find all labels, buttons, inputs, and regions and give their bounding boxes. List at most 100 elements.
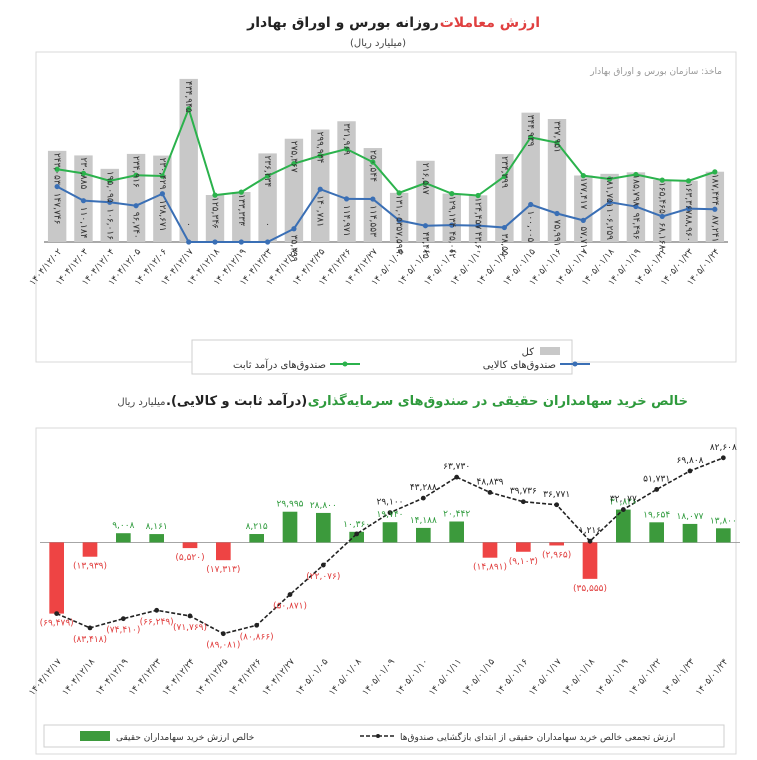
chart1-point-commodity [501, 224, 507, 231]
chart1-total-label: ۱۹۵,۰۹۵ [104, 171, 114, 203]
chart1-bar-total [442, 193, 461, 242]
chart1-total-label: ۱۲۵,۳۴۶ [210, 197, 220, 229]
chart1-point-commodity [317, 186, 323, 192]
chart1-point-fixed-income [396, 190, 402, 196]
chart1-point-commodity [186, 239, 192, 245]
chart2-bar-label: ۱۳,۸۰۰ [710, 516, 737, 526]
chart2-cumulative-label: (۲۲,۰۷۶) [306, 572, 340, 582]
legend-total-label: کل [522, 347, 535, 358]
chart2-bar-positive [382, 522, 398, 543]
chart2-bar-negative [549, 542, 564, 546]
legend-commodity-label: صندوق‌های کالایی [483, 360, 556, 371]
chart2-cumulative-label: (۶۶,۲۴۹) [140, 617, 174, 627]
chart1-point-fixed-income [685, 178, 692, 184]
chart2-bar-positive [682, 523, 698, 543]
chart2-x-tick: ۱۴۰۴/۱۲/۱۷ [27, 657, 64, 698]
legend-commodity-marker [572, 361, 578, 367]
chart2-cumulative-label: ۲۹,۱۰۰ [376, 498, 403, 508]
chart1-commodity-label: ۰ [183, 222, 193, 227]
chart1-commodity-label: ۹۴,۴۹۶ [630, 213, 640, 240]
chart2-cumulative-point [620, 507, 626, 512]
chart2-bar-positive [149, 534, 164, 543]
chart1-commodity-label: ۵۷,۵۹۹ [394, 226, 404, 253]
chart2-x-tick: ۱۴۰۴/۱۲/۱۸ [61, 657, 98, 698]
chart1-total-label: ۲۳۴,۳۹۹ [499, 156, 509, 188]
chart2-bar-label: (۶۹,۴۷۹) [40, 619, 74, 629]
chart1-line-fixed-income [56, 105, 716, 197]
chart1-point-fixed-income [475, 192, 481, 199]
chart2-bar-label: ۱۸,۰۷۷ [676, 512, 703, 522]
chart1-commodity-label: ۱۱۴,۹۷۱ [341, 205, 351, 237]
chart2-cumulative-line [54, 455, 726, 637]
chart1-point-fixed-income [107, 178, 113, 184]
chart1-total-label: ۲۵۰,۵۴۴ [367, 150, 377, 182]
chart2-bar-label: ۱۰,۳۶۰ [343, 520, 370, 530]
chart1-bar-total [363, 148, 383, 242]
chart1-commodity-label: ۳۵,۳۹۹ [288, 235, 298, 262]
chart2-cumulative-point [654, 487, 660, 492]
chart2-cumulative-label: ۳۲,۰۷۷ [610, 495, 637, 505]
chart1-point-fixed-income [133, 172, 139, 178]
chart1-point-fixed-income [449, 191, 455, 197]
chart1-bar-total [153, 155, 172, 242]
chart1-point-commodity [659, 213, 665, 220]
chart1-commodity-label: ۱۴۷,۷۴۶ [52, 193, 62, 225]
chart1-bar-total [495, 154, 514, 242]
chart2-bars [40, 509, 740, 614]
chart2-bar-positive [449, 521, 464, 543]
chart1-point-commodity [712, 206, 718, 212]
chart1-legend [191, 339, 573, 375]
chart2-bar-label: ۳۰,۸۲۶ [610, 498, 637, 508]
chart2-x-tick: ۱۴۰۵/۰۱/۱۹ [594, 657, 631, 698]
chart2-x-tick: ۱۴۰۴/۱۲/۲۷ [261, 657, 298, 698]
chart2-cumulative-label: ۴۸,۸۳۹ [476, 477, 503, 487]
chart1-point-commodity [133, 203, 139, 209]
chart2-x-tick: ۱۴۰۵/۰۱/۱۶ [494, 657, 531, 698]
chart1-total-label: ۲۳۴,۹۱۶ [131, 156, 141, 188]
chart1-point-fixed-income [265, 173, 271, 179]
chart1-title: ارزش معاملات روزانه بورس و اوراق بهادار [246, 15, 540, 31]
chart2-bar-label: (۹,۱۰۳) [509, 557, 538, 567]
chart1-point-fixed-income [80, 170, 87, 176]
chart1-bar-total [232, 192, 251, 242]
chart2-cumulative-label: ۸۲,۶۰۸ [710, 443, 737, 453]
chart2-x-tick: ۱۴۰۵/۰۱/۱۵ [461, 657, 498, 698]
chart1-commodity-label: ۷۵,۹۹۱ [552, 220, 562, 247]
chart1-point-commodity [54, 183, 60, 190]
chart1-bar-total [284, 138, 304, 242]
chart1-bars [44, 78, 728, 243]
chart1-total-label: ۱۸۱,۷۵۱ [604, 176, 614, 208]
chart2-bar-negative [49, 542, 64, 614]
chart2-x-tick: ۱۴۰۴/۱۲/۱۹ [94, 657, 131, 698]
chart1-commodity-label: ۴۵,۰۱۲ [446, 231, 456, 258]
chart1-commodity-label: ۴۳,۶۰۰ [473, 232, 483, 259]
chart2-x-tick: ۱۴۰۴/۱۲/۲۳ [127, 657, 164, 698]
chart2-bar-positive [349, 531, 364, 543]
chart2-x-tick: ۱۴۰۵/۰۱/۱۱ [427, 657, 463, 698]
chart1-point-fixed-income [554, 140, 560, 146]
chart1-point-fixed-income [317, 153, 323, 159]
chart1-lines [54, 105, 718, 245]
chart1-bar-total [258, 153, 277, 242]
chart1-commodity-label: ۱۴۰,۷۸۱ [315, 195, 325, 227]
chart1-bar-total [47, 150, 67, 242]
chart1-bar-total [574, 175, 593, 242]
chart2-bar-label: ۲۹,۹۹۵ [276, 500, 303, 510]
chart2-cumulative-label: ۶۹,۸۰۸ [676, 456, 703, 466]
chart2-x-tick: ۱۴۰۵/۰۱/۱۸ [561, 657, 598, 698]
chart2-bar-label: (۲,۹۶۵) [542, 550, 571, 560]
chart2-cumulative-label: (۷۴,۴۱۰) [106, 626, 140, 636]
chart1-commodity-label: ۱۲۸,۶۷۱ [157, 200, 167, 232]
chart1-total-label: ۳۲۷,۹۵۱ [552, 121, 562, 153]
chart1-source: ماخذ: سازمان بورس و اوراق بهادار [589, 67, 722, 77]
chart2-x-tick: ۱۴۰۴/۱۲/۲۴ [161, 657, 198, 698]
chart2-value-labels: (۶۹,۴۷۹) (۱۳,۹۳۹) ۹,۰۰۸ ۸,۱۶۱ (۵,۵۲۰)(۱۷,۳۱۳… [40, 443, 737, 651]
chart2-x-tick: ۱۴۰۴/۱۲/۲۵ [194, 657, 231, 698]
chart1-bar-total [100, 168, 119, 242]
chart1-total-label: ۲۷۵,۳۶۷ [288, 141, 298, 173]
chart1-value-labels: ۲۴۳,۰۵۳ ۲۳۰,۸۸۵ ۱۹۵,۰۹۵ ۲۳۴,۹۱۶ ۲۳۰,۴۲۹ ۴۳۴,۹… [52, 81, 720, 262]
chart1-point-fixed-income [501, 173, 507, 179]
chart2-bar-label: ۱۴,۱۸۸ [410, 516, 437, 526]
chart1-total-label: ۱۶۵,۴۶۵ [657, 182, 667, 214]
legend-cumulative-label: ارزش تجمعی خالص خرید سهامداران حقیقی از … [400, 731, 675, 743]
